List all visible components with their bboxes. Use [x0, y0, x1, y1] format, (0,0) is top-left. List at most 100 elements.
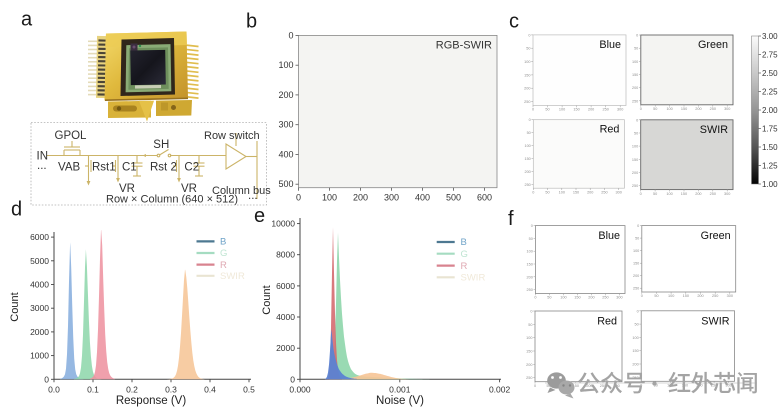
svg-text:200: 200 [353, 193, 368, 203]
svg-text:250: 250 [524, 183, 530, 187]
svg-text:0: 0 [637, 309, 639, 313]
svg-text:200: 200 [586, 384, 592, 388]
svg-text:200: 200 [587, 190, 593, 194]
svg-text:100: 100 [322, 193, 337, 203]
svg-text:0.0: 0.0 [48, 384, 60, 394]
svg-text:6000: 6000 [276, 281, 295, 291]
svg-text:150: 150 [632, 73, 638, 77]
svg-text:100: 100 [668, 294, 674, 298]
svg-text:b: b [246, 10, 257, 32]
svg-text:e: e [254, 205, 265, 227]
svg-text:300: 300 [724, 192, 730, 196]
svg-text:4000: 4000 [276, 312, 295, 322]
svg-text:150: 150 [633, 262, 639, 266]
svg-text:50: 50 [529, 237, 533, 241]
svg-text:150: 150 [683, 294, 689, 298]
svg-text:SWIR: SWIR [700, 124, 728, 136]
svg-text:Row switch: Row switch [204, 130, 260, 142]
svg-text:200: 200 [524, 87, 530, 91]
svg-text:Rst1: Rst1 [92, 162, 116, 174]
svg-text:100: 100 [666, 192, 672, 196]
svg-text:150: 150 [524, 73, 530, 77]
svg-text:2000: 2000 [30, 327, 49, 337]
svg-text:0: 0 [534, 384, 536, 388]
svg-text:250: 250 [632, 99, 638, 103]
svg-text:1.75: 1.75 [762, 124, 778, 133]
svg-text:C1: C1 [122, 162, 137, 174]
svg-text:0.002: 0.002 [489, 384, 511, 394]
svg-text:300: 300 [617, 108, 623, 112]
svg-text:SWIR: SWIR [701, 315, 729, 327]
svg-text:250: 250 [711, 384, 717, 388]
svg-text:200: 200 [633, 274, 639, 278]
svg-text:Count: Count [261, 285, 273, 314]
svg-text:200: 200 [527, 275, 533, 279]
svg-text:d: d [11, 199, 22, 221]
svg-text:c: c [509, 11, 519, 33]
svg-text:VR: VR [119, 183, 135, 195]
svg-text:100: 100 [559, 108, 565, 112]
svg-text:4000: 4000 [30, 280, 49, 290]
svg-text:50: 50 [634, 131, 638, 135]
svg-text:a: a [21, 9, 33, 31]
svg-text:0: 0 [637, 224, 639, 228]
svg-text:200: 200 [632, 363, 638, 367]
svg-text:IN: IN [37, 151, 49, 163]
svg-text:200: 200 [588, 296, 594, 300]
svg-text:0: 0 [531, 224, 533, 228]
svg-text:250: 250 [710, 192, 716, 196]
svg-text:300: 300 [725, 384, 731, 388]
svg-text:3000: 3000 [30, 303, 49, 313]
svg-text:0: 0 [636, 34, 638, 38]
svg-text:VR: VR [181, 183, 197, 195]
svg-text:200: 200 [632, 171, 638, 175]
svg-text:100: 100 [527, 250, 533, 254]
svg-text:0.4: 0.4 [204, 384, 216, 394]
svg-text:300: 300 [278, 120, 293, 130]
svg-text:100: 100 [524, 144, 530, 148]
svg-text:300: 300 [384, 193, 399, 203]
svg-text:6000: 6000 [30, 232, 49, 242]
svg-text:100: 100 [632, 60, 638, 64]
svg-text:100: 100 [666, 107, 672, 111]
svg-text:50: 50 [653, 192, 657, 196]
svg-text:300: 300 [727, 294, 733, 298]
svg-text:SWIR: SWIR [220, 271, 245, 282]
svg-text:250: 250 [710, 107, 716, 111]
svg-text:SWIR: SWIR [461, 273, 486, 284]
svg-text:500: 500 [278, 179, 293, 189]
svg-text:50: 50 [654, 384, 658, 388]
svg-text:0: 0 [529, 118, 531, 122]
svg-text:150: 150 [681, 192, 687, 196]
svg-text:R: R [461, 261, 468, 272]
svg-text:50: 50 [634, 323, 638, 327]
svg-text:B: B [220, 237, 226, 248]
svg-text:200: 200 [695, 192, 701, 196]
svg-text:250: 250 [601, 190, 607, 194]
svg-text:100: 100 [524, 60, 530, 64]
svg-text:Response (V): Response (V) [116, 395, 186, 407]
svg-text:150: 150 [524, 157, 530, 161]
svg-text:150: 150 [574, 296, 580, 300]
svg-text:0: 0 [290, 374, 295, 384]
svg-text:200: 200 [278, 90, 293, 100]
svg-text:400: 400 [278, 149, 293, 159]
svg-text:50: 50 [545, 108, 549, 112]
svg-text:Row × Column (640 × 512): Row × Column (640 × 512) [106, 194, 238, 206]
svg-text:1.50: 1.50 [762, 143, 778, 152]
svg-text:150: 150 [573, 108, 579, 112]
svg-text:1.00: 1.00 [762, 180, 778, 189]
svg-text:0.000: 0.000 [289, 384, 311, 394]
svg-text:200: 200 [697, 294, 703, 298]
svg-text:2.25: 2.25 [762, 87, 778, 96]
svg-text:150: 150 [632, 349, 638, 353]
svg-text:50: 50 [546, 384, 550, 388]
svg-text:250: 250 [524, 100, 530, 104]
svg-text:...: ... [248, 190, 258, 202]
svg-text:250: 250 [712, 294, 718, 298]
svg-text:100: 100 [559, 190, 565, 194]
svg-text:0: 0 [532, 190, 534, 194]
svg-text:0: 0 [640, 107, 642, 111]
svg-text:0: 0 [641, 294, 643, 298]
svg-text:B: B [461, 237, 467, 248]
